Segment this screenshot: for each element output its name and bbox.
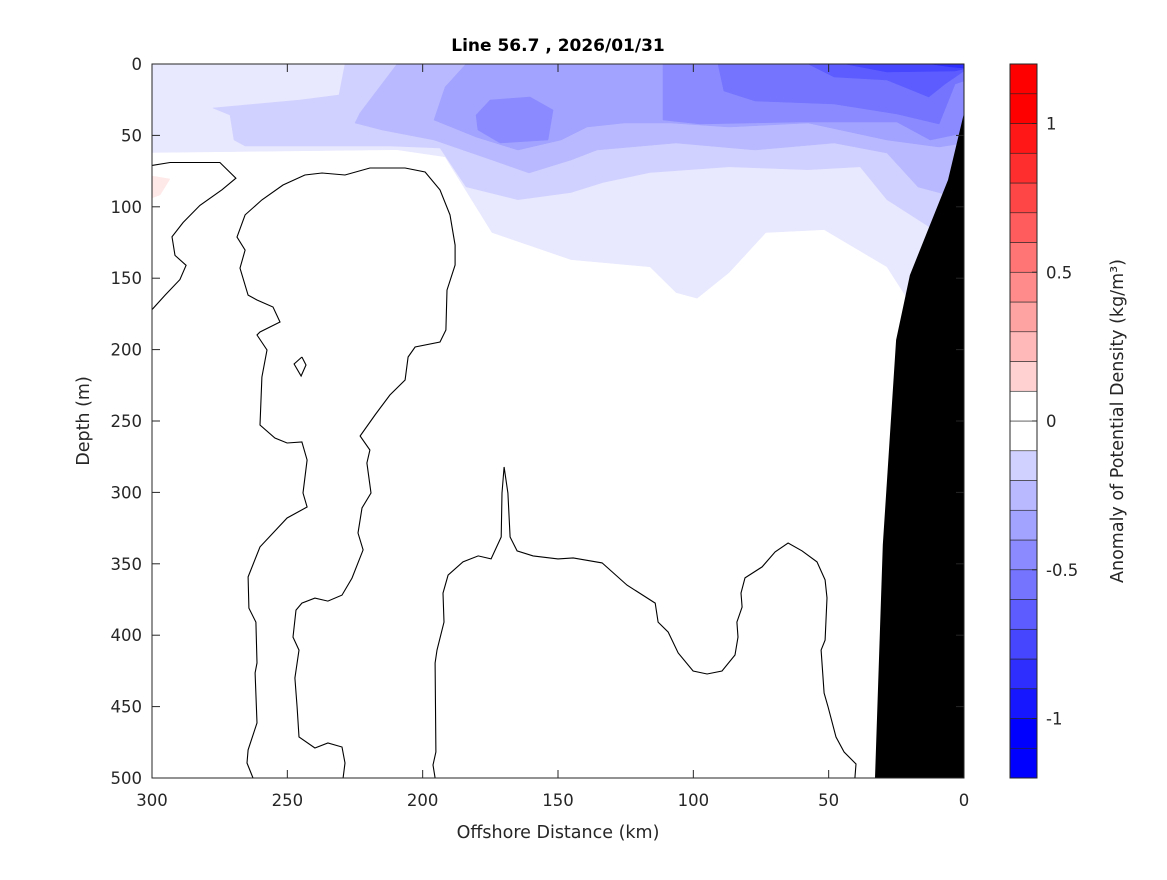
zero-contour-line [432, 466, 857, 778]
colorbar-bin [1009, 63, 1038, 95]
contour-fill-region [152, 175, 171, 199]
colorbar-bin [1009, 331, 1038, 362]
x-tick-label: 300 [136, 791, 168, 810]
zero-contour-line [293, 356, 307, 378]
colorbar-bin [1009, 152, 1038, 184]
colorbar-bin [1009, 718, 1038, 749]
contour-fill-region [930, 64, 964, 69]
y-tick-label: 50 [121, 126, 142, 145]
colorbar-bin [1009, 747, 1038, 779]
colorbar: 1 0.5 0 -0.5 -1 [1009, 63, 1078, 779]
colorbar-bin [1009, 212, 1038, 243]
colorbar-tick-label: -0.5 [1046, 561, 1078, 580]
colorbar-bin [1009, 271, 1038, 303]
x-tick-label: 50 [818, 791, 839, 810]
colorbar-bin [1009, 628, 1038, 660]
colorbar-bin [1009, 93, 1038, 124]
colorbar-bin [1009, 301, 1038, 333]
colorbar-bin [1009, 509, 1038, 541]
y-axis-label: Depth (m) [74, 376, 94, 466]
y-tick-label: 100 [111, 198, 143, 217]
colorbar-bin [1009, 390, 1038, 422]
colorbar-bin [1009, 599, 1038, 630]
colorbar-tick-label: -1 [1046, 710, 1062, 729]
y-axis: 0 50 100 150 200 250 300 350 400 450 500 [111, 55, 964, 788]
colorbar-bin [1009, 480, 1038, 511]
contour-fill-region [844, 64, 964, 73]
y-tick-label: 500 [111, 769, 143, 788]
y-tick-label: 250 [111, 412, 143, 431]
zero-contour-lines [152, 161, 857, 778]
bathymetry [875, 113, 964, 778]
colorbar-tick-label: 1 [1046, 115, 1057, 134]
seafloor-bathymetry [875, 113, 964, 778]
contour-fill-region [807, 64, 964, 98]
colorbar-bin [1009, 658, 1038, 690]
y-tick-label: 450 [111, 698, 143, 717]
colorbar-bin [1009, 688, 1038, 719]
colorbar-bin [1009, 123, 1038, 154]
contour-fill-region [475, 96, 554, 144]
zero-contour-line [236, 167, 456, 778]
zero-contour-line [152, 161, 237, 310]
y-tick-label: 350 [111, 555, 143, 574]
x-tick-label: 250 [272, 791, 304, 810]
x-axis: 300 250 200 150 100 50 0 [136, 64, 969, 810]
y-tick-label: 200 [111, 341, 143, 360]
y-tick-label: 150 [111, 269, 143, 288]
colorbar-bin [1009, 182, 1038, 214]
y-tick-label: 400 [111, 626, 143, 645]
x-axis-label: Offshore Distance (km) [457, 823, 660, 843]
filled-contours [152, 64, 964, 300]
colorbar-bin [1009, 450, 1038, 481]
colorbar-bin [1009, 361, 1038, 392]
colorbar-tick-label: 0 [1046, 412, 1057, 431]
x-tick-label: 0 [959, 791, 970, 810]
colorbar-bin [1009, 569, 1038, 600]
colorbar-label: Anomaly of Potential Density (kg/m³) [1108, 259, 1128, 583]
y-tick-label: 0 [132, 55, 143, 74]
colorbar-bin [1009, 242, 1038, 273]
x-tick-label: 200 [407, 791, 439, 810]
x-tick-label: 100 [678, 791, 710, 810]
y-tick-label: 300 [111, 483, 143, 502]
colorbar-tick-label: 0.5 [1046, 263, 1072, 282]
colorbar-bin [1009, 420, 1038, 452]
chart-title: Line 56.7 , 2026/01/31 [451, 36, 665, 56]
colorbar-bin [1009, 539, 1038, 571]
x-tick-label: 150 [542, 791, 574, 810]
